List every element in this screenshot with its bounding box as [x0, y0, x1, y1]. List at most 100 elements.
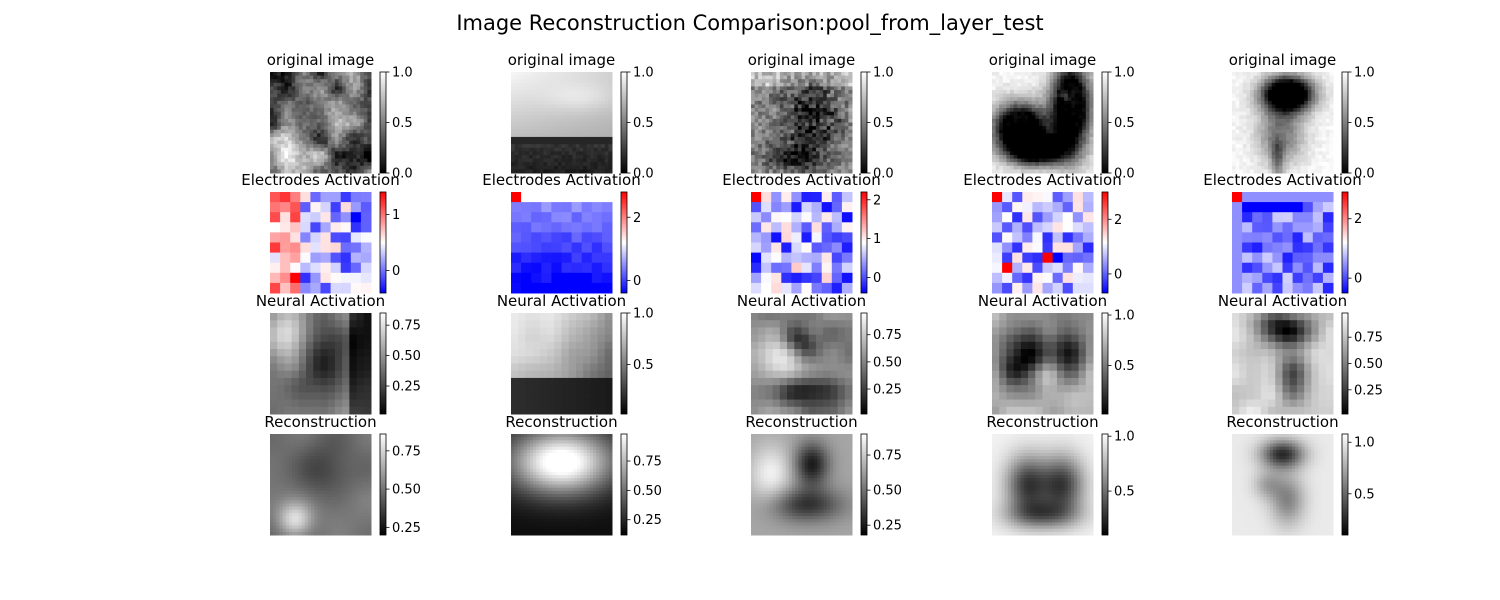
- colorbar-tick-label: 0.25: [1354, 383, 1383, 398]
- colorbar-tick-label: 2: [1114, 213, 1122, 228]
- panel-r2-c3: Electrodes Activation 0 1 2: [722, 171, 881, 294]
- colorbar-gradient: [860, 191, 868, 294]
- panel-title: Neural Activation: [1218, 292, 1347, 310]
- panel-r3-c5: Neural Activation 0.25 0.50 0.75: [1218, 292, 1383, 415]
- colorbar-gradient: [379, 71, 387, 174]
- colorbar-gradient: [379, 312, 387, 415]
- colorbar-tick-label: 0.0: [873, 167, 894, 182]
- colorbar-tick-label: 0: [392, 264, 400, 279]
- heatmap-image: [992, 313, 1094, 415]
- colorbar-tick-label: 0.5: [1114, 485, 1135, 500]
- colorbar-tick-label: 0.5: [392, 116, 413, 131]
- panel-r4-c1: Reconstruction 0.25 0.50 0.75: [264, 413, 421, 536]
- colorbar-tick-label: 0: [873, 271, 881, 286]
- colorbar-gradient: [620, 312, 628, 415]
- colorbar-tick-label: 0.5: [1114, 359, 1135, 374]
- heatmap-image: [1232, 72, 1334, 174]
- panel-r3-c4: Neural Activation 0.5 1.0: [978, 292, 1135, 415]
- panel-title: Neural Activation: [256, 292, 385, 310]
- colorbar: 0.25 0.50 0.75: [1341, 312, 1383, 415]
- colorbar-tick-label: 1: [392, 208, 400, 223]
- panel-r3-c2: Neural Activation 0.5 1.0: [497, 292, 654, 415]
- colorbar-tick-label: 0: [633, 274, 641, 289]
- panel-title: Neural Activation: [978, 292, 1107, 310]
- colorbar-tick-label: 0.25: [633, 513, 662, 528]
- figure-title: Image Reconstruction Comparison:pool_fro…: [456, 11, 1043, 36]
- panel-title: Neural Activation: [737, 292, 866, 310]
- colorbar: 0.25 0.50 0.75: [379, 433, 421, 536]
- heatmap-image: [1232, 434, 1334, 536]
- colorbar: 0.0 0.5 1.0: [860, 66, 894, 182]
- heatmap-image: [511, 192, 613, 294]
- panel-title: Reconstruction: [986, 413, 1098, 431]
- colorbar-gradient: [1341, 71, 1349, 174]
- colorbar-tick-label: 1.0: [873, 66, 894, 81]
- colorbar: 0.5 1.0: [1101, 430, 1135, 536]
- colorbar-tick-label: 0: [1114, 267, 1122, 282]
- colorbar-tick-label: 0.5: [633, 116, 654, 131]
- colorbar-tick-label: 0.50: [633, 484, 662, 499]
- panel-r1-c2: original image 0.0 0.5 1.0: [508, 51, 654, 182]
- panel-title: Electrodes Activation: [963, 171, 1121, 189]
- colorbar-tick-label: 1.0: [392, 66, 413, 81]
- colorbar-tick-label: 1: [873, 232, 881, 247]
- colorbar-tick-label: 2: [633, 211, 641, 226]
- colorbar: 0 1 2: [860, 191, 881, 294]
- heatmap-image: [751, 313, 853, 415]
- colorbar-tick-label: 0.50: [392, 349, 421, 364]
- heatmap-image: [511, 72, 613, 174]
- colorbar-gradient: [1341, 433, 1349, 536]
- colorbar-tick-label: 0.75: [392, 444, 421, 459]
- colorbar: 02: [1101, 191, 1122, 294]
- colorbar-tick-label: 0.50: [1354, 357, 1383, 372]
- panel-title: Reconstruction: [1226, 413, 1338, 431]
- heatmap-image: [511, 313, 613, 415]
- panel-r1-c4: original image 0.0 0.5 1.0: [989, 51, 1135, 182]
- heatmap-image: [270, 72, 372, 174]
- colorbar-tick-label: 0.50: [392, 483, 421, 498]
- colorbar: 0.25 0.50 0.75: [860, 312, 902, 415]
- colorbar: 0.0 0.5 1.0: [1101, 66, 1135, 182]
- panel-title: original image: [748, 51, 856, 69]
- colorbar-tick-label: 1.0: [1354, 66, 1375, 81]
- panel-r1-c3: original image 0.0 0.5 1.0: [748, 51, 894, 182]
- colorbar: 0.0 0.5 1.0: [379, 66, 413, 182]
- colorbar-tick-label: 0.25: [873, 383, 902, 398]
- heatmap-image: [992, 72, 1094, 174]
- colorbar-tick-label: 0.75: [873, 449, 902, 464]
- colorbar-tick-label: 1.0: [1354, 436, 1375, 451]
- panel-r4-c4: Reconstruction 0.5 1.0: [986, 413, 1135, 536]
- colorbar-gradient: [620, 433, 628, 536]
- colorbar: 0.5 1.0: [620, 307, 654, 415]
- panel-title: original image: [989, 51, 1097, 69]
- panel-title: Reconstruction: [264, 413, 376, 431]
- heatmap-image: [751, 192, 853, 294]
- panel-r4-c2: Reconstruction 0.25 0.50 0.75: [505, 413, 662, 536]
- colorbar-tick-label: 0.5: [873, 116, 894, 131]
- colorbar-tick-label: 0: [1354, 272, 1362, 287]
- colorbar-tick-label: 0.0: [392, 167, 413, 182]
- colorbar-tick-label: 0.25: [392, 521, 421, 536]
- colorbar-gradient: [620, 71, 628, 174]
- colorbar-tick-label: 0.50: [873, 355, 902, 370]
- colorbar-tick-label: 0.75: [392, 319, 421, 334]
- heatmap-image: [992, 434, 1094, 536]
- colorbar-tick-label: 0.75: [1354, 331, 1383, 346]
- colorbar-gradient: [379, 433, 387, 536]
- panel-title: original image: [508, 51, 616, 69]
- colorbar: 0.5 1.0: [1101, 309, 1135, 415]
- panel-r1-c1: original image 0.0 0.5 1.0: [267, 51, 413, 182]
- colorbar-tick-label: 1.0: [633, 307, 654, 322]
- panel-r3-c1: Neural Activation 0.25 0.50 0.75: [256, 292, 421, 415]
- colorbar-tick-label: 0.75: [873, 328, 902, 343]
- panel-title: Electrodes Activation: [722, 171, 880, 189]
- colorbar-tick-label: 0.0: [1354, 167, 1375, 182]
- heatmap-image: [751, 72, 853, 174]
- panel-title: original image: [1229, 51, 1337, 69]
- colorbar-gradient: [1341, 191, 1349, 294]
- colorbar: 0.25 0.50 0.75: [379, 312, 421, 415]
- colorbar: 02: [620, 191, 641, 294]
- colorbar-tick-label: 2: [873, 193, 881, 208]
